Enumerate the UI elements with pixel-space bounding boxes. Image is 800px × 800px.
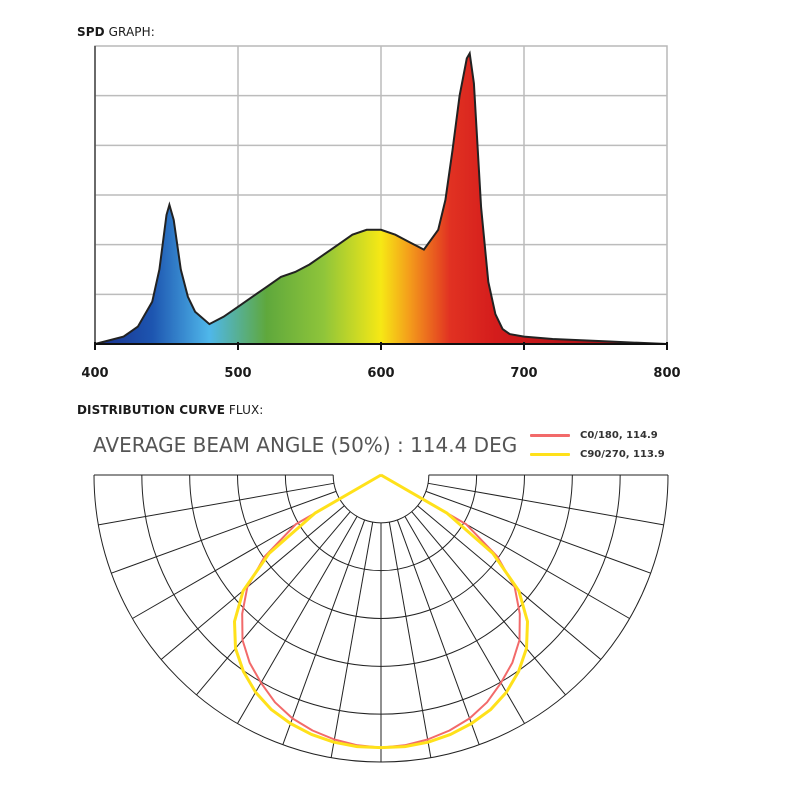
legend-item-c0-180: C0/180, 114.9 [530, 430, 658, 441]
spd-graph-title: SPD GRAPH: [77, 25, 155, 39]
beam-angle-label: AVERAGE BEAM ANGLE (50%) : 114.4 DEG [93, 433, 518, 457]
polar-series-c90-270 [233, 473, 529, 750]
polar-spoke [282, 519, 366, 745]
polar-series [233, 473, 529, 750]
polar-spoke [111, 490, 337, 574]
polar-spoke [98, 482, 334, 526]
legend-label-c0-180: C0/180, 114.9 [580, 430, 658, 441]
spd-spectrum-area [94, 50, 668, 345]
polar-spoke [425, 490, 651, 574]
polar-spoke [411, 511, 566, 696]
legend-swatch-c90-270 [530, 453, 570, 456]
spd-title-bold: SPD [77, 25, 105, 39]
polar-grid [93, 474, 669, 763]
polar-spoke [396, 519, 480, 745]
spd-tick-label: 600 [367, 366, 395, 381]
polar-ring [332, 474, 430, 524]
polar-spoke [417, 505, 602, 660]
dist-title-bold: DISTRIBUTION CURVE [77, 403, 225, 417]
spd-x-ticks [94, 342, 668, 350]
legend-item-c90-270: C90/270, 113.9 [530, 449, 665, 460]
polar-spoke [428, 482, 664, 526]
polar-spoke [160, 505, 345, 660]
legend-label-c90-270: C90/270, 113.9 [580, 449, 665, 460]
distribution-curve-title: DISTRIBUTION CURVE FLUX: [77, 403, 263, 417]
polar-spoke [388, 522, 432, 758]
spd-title-rest: GRAPH: [104, 25, 155, 39]
spd-tick-label: 400 [81, 366, 109, 381]
polar-spoke [237, 516, 358, 724]
spd-tick-label: 500 [224, 366, 252, 381]
polar-spoke [330, 522, 374, 758]
legend-swatch-c0-180 [530, 434, 570, 437]
spd-tick-label: 800 [653, 366, 681, 381]
dist-title-rest: FLUX: [225, 403, 264, 417]
spd-tick-label: 700 [510, 366, 538, 381]
polar-spoke [404, 516, 525, 724]
polar-spoke [196, 511, 351, 696]
spd-chart [94, 45, 668, 350]
